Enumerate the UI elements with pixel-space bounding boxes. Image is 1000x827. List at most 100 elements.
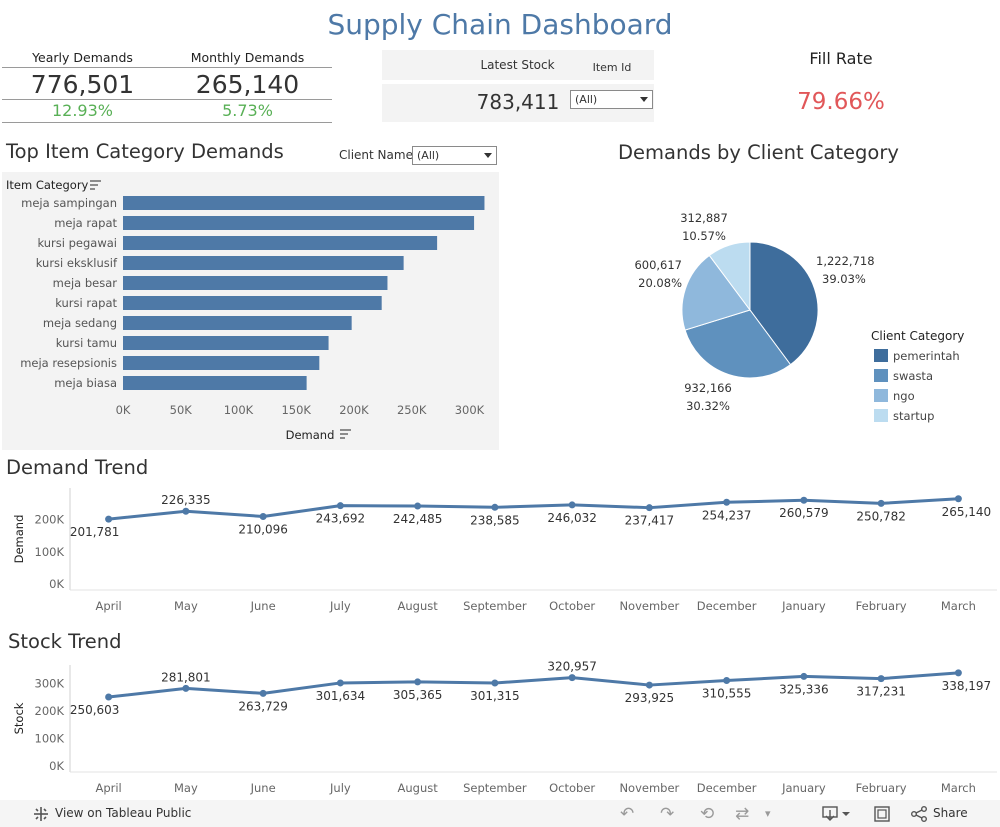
data-label: 305,365	[393, 688, 443, 702]
bar[interactable]	[123, 336, 329, 350]
data-label: 301,634	[316, 689, 366, 703]
data-point[interactable]	[414, 678, 422, 686]
data-point[interactable]	[954, 495, 962, 503]
trend-line	[108, 671, 959, 699]
pie-value-label: 600,617	[634, 258, 682, 272]
data-point[interactable]	[645, 504, 653, 512]
bar[interactable]	[123, 196, 485, 210]
refresh-icon[interactable]: ⇄	[735, 804, 750, 824]
data-point[interactable]	[723, 676, 731, 684]
kpi-divider-mid	[2, 99, 332, 100]
client-name-dropdown[interactable]: (All)	[412, 146, 497, 165]
data-point[interactable]	[259, 512, 267, 520]
view-on-tableau-link[interactable]: View on Tableau Public	[55, 806, 192, 820]
x-tick-label: July	[329, 781, 351, 795]
data-point[interactable]	[336, 679, 344, 687]
y-tick-label: 100K	[35, 545, 65, 559]
pie-percent-label: 10.57%	[682, 229, 726, 243]
x-tick-label: February	[856, 599, 907, 613]
x-tick-label: 200K	[339, 403, 369, 417]
data-label: 263,729	[238, 699, 288, 713]
bar-category-label: meja resepsionis	[20, 356, 117, 370]
latest-stock-value: 783,411	[476, 90, 560, 114]
x-tick-label: July	[329, 599, 351, 613]
data-point[interactable]	[877, 499, 885, 507]
share-button[interactable]: Share	[933, 806, 968, 820]
sort-icon[interactable]	[340, 429, 351, 439]
pie-percent-label: 20.08%	[638, 276, 682, 290]
revert-icon[interactable]: ⟲	[700, 804, 715, 824]
pie-slice[interactable]	[708, 241, 751, 312]
bar-category-label: kursi rapat	[55, 296, 117, 310]
data-point[interactable]	[568, 501, 576, 509]
data-point[interactable]	[182, 507, 190, 515]
share-icon[interactable]	[910, 806, 928, 822]
pie-value-label: 932,166	[684, 381, 732, 395]
pie-value-label: 1,222,718	[816, 254, 875, 268]
y-tick-label: 0K	[49, 759, 64, 773]
item-id-dropdown[interactable]: (All)	[570, 90, 653, 109]
legend-label: swasta	[893, 369, 933, 383]
x-tick-label: April	[95, 599, 121, 613]
data-point[interactable]	[105, 515, 113, 523]
dashboard-title: Supply Chain Dashboard	[327, 8, 673, 41]
data-point[interactable]	[336, 502, 344, 510]
data-point[interactable]	[414, 502, 422, 510]
data-label: 201,781	[70, 525, 120, 539]
data-point[interactable]	[182, 684, 190, 692]
x-tick-label: 0K	[116, 403, 131, 417]
x-tick-label: October	[549, 781, 595, 795]
bar-category-label: meja sedang	[43, 316, 117, 330]
pie-value-label: 312,887	[680, 211, 728, 225]
bar[interactable]	[123, 216, 475, 230]
data-point[interactable]	[259, 689, 267, 697]
download-icon[interactable]	[822, 805, 852, 823]
pie-slice[interactable]	[681, 254, 751, 331]
data-label: 243,692	[316, 512, 366, 526]
bar[interactable]	[123, 276, 388, 290]
data-label: 250,782	[856, 509, 906, 523]
pie-slice[interactable]	[749, 241, 819, 366]
data-label: 250,603	[70, 703, 120, 717]
data-point[interactable]	[105, 693, 113, 701]
data-point[interactable]	[645, 681, 653, 689]
chevron-down-icon[interactable]: ▾	[765, 807, 771, 820]
pie-slice[interactable]	[684, 309, 792, 379]
demand-axis-label: Demand	[286, 428, 335, 442]
legend-swatch	[874, 369, 888, 382]
bar[interactable]	[123, 356, 320, 370]
pie-percent-label: 39.03%	[822, 272, 866, 286]
x-tick-label: November	[619, 599, 679, 613]
data-point[interactable]	[800, 496, 808, 504]
legend-label: startup	[893, 409, 934, 423]
fullscreen-icon[interactable]	[873, 805, 891, 823]
latest-stock-label: Latest Stock	[480, 58, 555, 72]
bar[interactable]	[123, 236, 438, 250]
bar[interactable]	[123, 316, 352, 330]
bar[interactable]	[123, 376, 307, 390]
sort-icon[interactable]	[90, 180, 101, 190]
data-label: 338,197	[942, 679, 992, 693]
data-point[interactable]	[954, 669, 962, 677]
yearly-demands-value: 776,501	[30, 70, 135, 99]
yearly-demands-label: Yearly Demands	[32, 50, 133, 65]
data-point[interactable]	[568, 674, 576, 682]
data-point[interactable]	[723, 498, 731, 506]
redo-icon[interactable]: ↷	[660, 804, 675, 824]
bar-category-label: meja besar	[53, 276, 118, 290]
monthly-demands-value: 265,140	[195, 70, 300, 99]
top-item-bar-chart: Item Category meja sampingan meja rapat ku…	[6, 178, 485, 442]
bar[interactable]	[123, 256, 404, 270]
data-point[interactable]	[491, 503, 499, 511]
data-label: 310,555	[702, 686, 752, 700]
fill-rate-label: Fill Rate	[809, 49, 873, 68]
data-point[interactable]	[800, 672, 808, 680]
x-tick-label: August	[398, 781, 439, 795]
data-label: 237,417	[625, 514, 675, 528]
item-id-label: Item Id	[592, 61, 632, 74]
data-point[interactable]	[877, 675, 885, 683]
undo-icon[interactable]: ↶	[620, 804, 635, 824]
x-tick-label: May	[174, 781, 198, 795]
bar[interactable]	[123, 296, 382, 310]
data-point[interactable]	[491, 679, 499, 687]
